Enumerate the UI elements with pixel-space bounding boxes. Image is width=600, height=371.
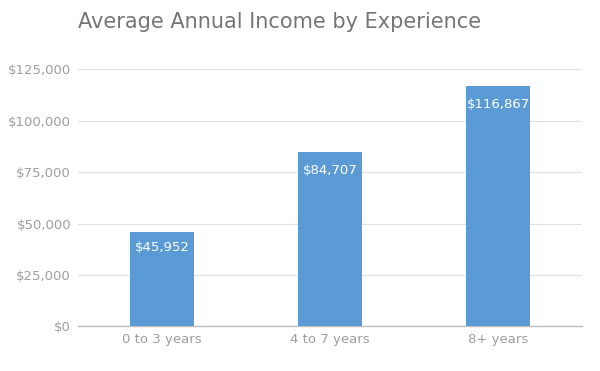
Text: $116,867: $116,867 <box>466 98 530 111</box>
Text: $84,707: $84,707 <box>302 164 358 177</box>
Text: $45,952: $45,952 <box>134 241 190 254</box>
Bar <box>298 152 362 326</box>
Bar <box>466 86 530 326</box>
Bar <box>130 232 194 326</box>
Text: Average Annual Income by Experience: Average Annual Income by Experience <box>78 12 481 32</box>
